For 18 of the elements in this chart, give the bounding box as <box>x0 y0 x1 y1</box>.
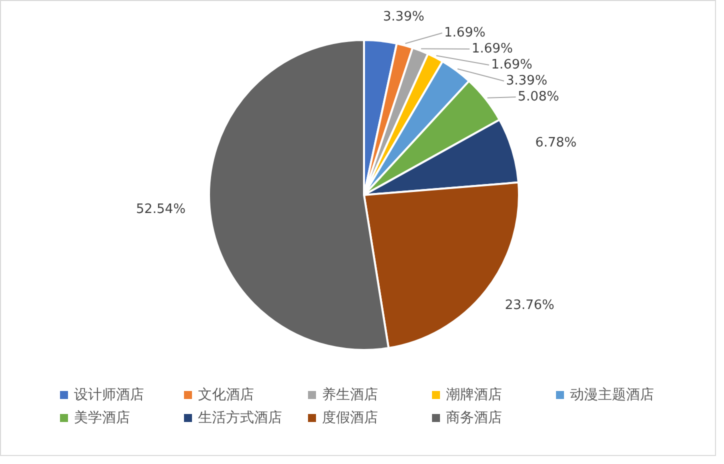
legend-label: 潮牌酒店 <box>446 386 502 403</box>
legend-label: 生活方式酒店 <box>198 410 282 426</box>
data-label: 5.08% <box>518 90 560 105</box>
legend-label: 商务酒店 <box>446 410 502 426</box>
legend-label: 度假酒店 <box>322 410 378 426</box>
legend-label: 美学酒店 <box>74 410 130 426</box>
legend-label: 动漫主题酒店 <box>570 386 654 403</box>
data-label: 52.54% <box>136 202 186 217</box>
data-label: 3.39% <box>506 74 548 89</box>
legend-label: 设计师酒店 <box>74 386 144 403</box>
data-label: 1.69% <box>491 58 532 73</box>
data-label: 3.39% <box>383 10 424 25</box>
data-label: 1.69% <box>472 42 513 57</box>
data-label: 6.78% <box>535 136 577 151</box>
data-label: 1.69% <box>444 26 486 41</box>
legend-label: 文化酒店 <box>198 386 254 403</box>
data-label: 23.76% <box>504 298 554 314</box>
legend-label: 养生酒店 <box>322 386 378 403</box>
